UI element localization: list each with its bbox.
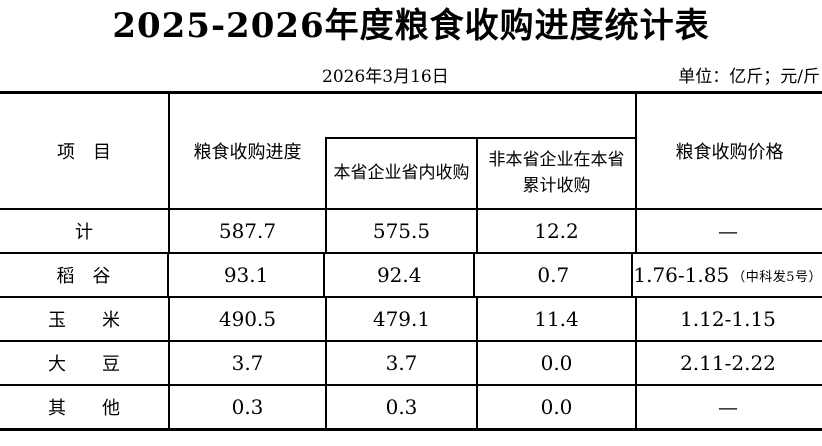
local-cell: 479.1 — [325, 298, 476, 340]
table-row-corn: 玉 米 490.5 479.1 11.4 1.12-1.15 — [0, 296, 822, 340]
nonlocal-cell: 0.0 — [476, 386, 635, 428]
item-cell: 稻 谷 — [56, 266, 111, 287]
col-header-price: 粮食收购价格 — [635, 94, 822, 208]
progress-subheader-box: 本省企业省内收购 非本省企业在本省 累计收购 — [325, 137, 635, 208]
price-value: — — [718, 395, 738, 419]
progress-cell: 93.1 — [167, 254, 323, 296]
nonlocal-cell: 12.2 — [476, 210, 635, 252]
price-value: — — [718, 219, 738, 243]
meta-row: 2026年3月16日 单位：亿斤；元/斤 — [0, 58, 822, 88]
price-cell: — — [635, 210, 822, 252]
price-cell: 2.11-2.22 — [635, 342, 822, 384]
local-cell: 92.4 — [323, 254, 473, 296]
price-cell: — — [635, 386, 822, 428]
table-row-other: 其 他 0.3 0.3 0.0 — — [0, 384, 822, 428]
table-header: 项 目 粮食收购进度 本省企业省内收购 非本省企业在本省 累计收购 粮食收购价格 — [0, 94, 822, 208]
price-value: 2.11-2.22 — [680, 351, 776, 375]
progress-cell: 3.7 — [168, 342, 325, 384]
col-header-item: 项 目 — [57, 142, 111, 163]
nonlocal-cell: 0.7 — [473, 254, 631, 296]
price-value: 1.76-1.85 — [633, 263, 730, 287]
col-header-progress: 粮食收购进度 — [193, 142, 302, 163]
table-row-rice: 稻 谷 93.1 92.4 0.7 1.76-1.85 （中科发5号） — [0, 252, 822, 296]
report-date: 2026年3月16日 — [322, 67, 449, 87]
item-cell: 其 他 — [48, 398, 120, 419]
page-title: 2025-2026年度粮食收购进度统计表 — [112, 6, 710, 46]
progress-cell: 587.7 — [168, 210, 325, 252]
local-cell: 0.3 — [325, 386, 476, 428]
price-value: 1.12-1.15 — [680, 307, 776, 331]
table-row-soybean: 大 豆 3.7 3.7 0.0 2.11-2.22 — [0, 340, 822, 384]
nonlocal-cell: 0.0 — [476, 342, 635, 384]
nonlocal-cell: 11.4 — [476, 298, 635, 340]
price-cell: 1.12-1.15 — [635, 298, 822, 340]
grain-table: 项 目 粮食收购进度 本省企业省内收购 非本省企业在本省 累计收购 粮食收购价格… — [0, 91, 822, 431]
local-cell: 3.7 — [325, 342, 476, 384]
col-header-nonlocal-purchase: 非本省企业在本省 累计收购 — [476, 139, 635, 208]
item-cell: 计 — [75, 222, 93, 243]
local-cell: 575.5 — [325, 210, 476, 252]
progress-cell: 490.5 — [168, 298, 325, 340]
price-cell: 1.76-1.85 （中科发5号） — [631, 254, 822, 296]
progress-cell: 0.3 — [168, 386, 325, 428]
price-note: （中科发5号） — [732, 269, 822, 285]
item-cell: 大 豆 — [48, 354, 120, 375]
col-header-local-purchase: 本省企业省内收购 — [333, 162, 470, 183]
col-group-progress: 粮食收购进度 本省企业省内收购 非本省企业在本省 累计收购 — [168, 94, 635, 208]
item-cell: 玉 米 — [48, 310, 120, 331]
table-row-total: 计 587.7 575.5 12.2 — — [0, 208, 822, 252]
unit-note: 单位：亿斤；元/斤 — [678, 67, 820, 87]
